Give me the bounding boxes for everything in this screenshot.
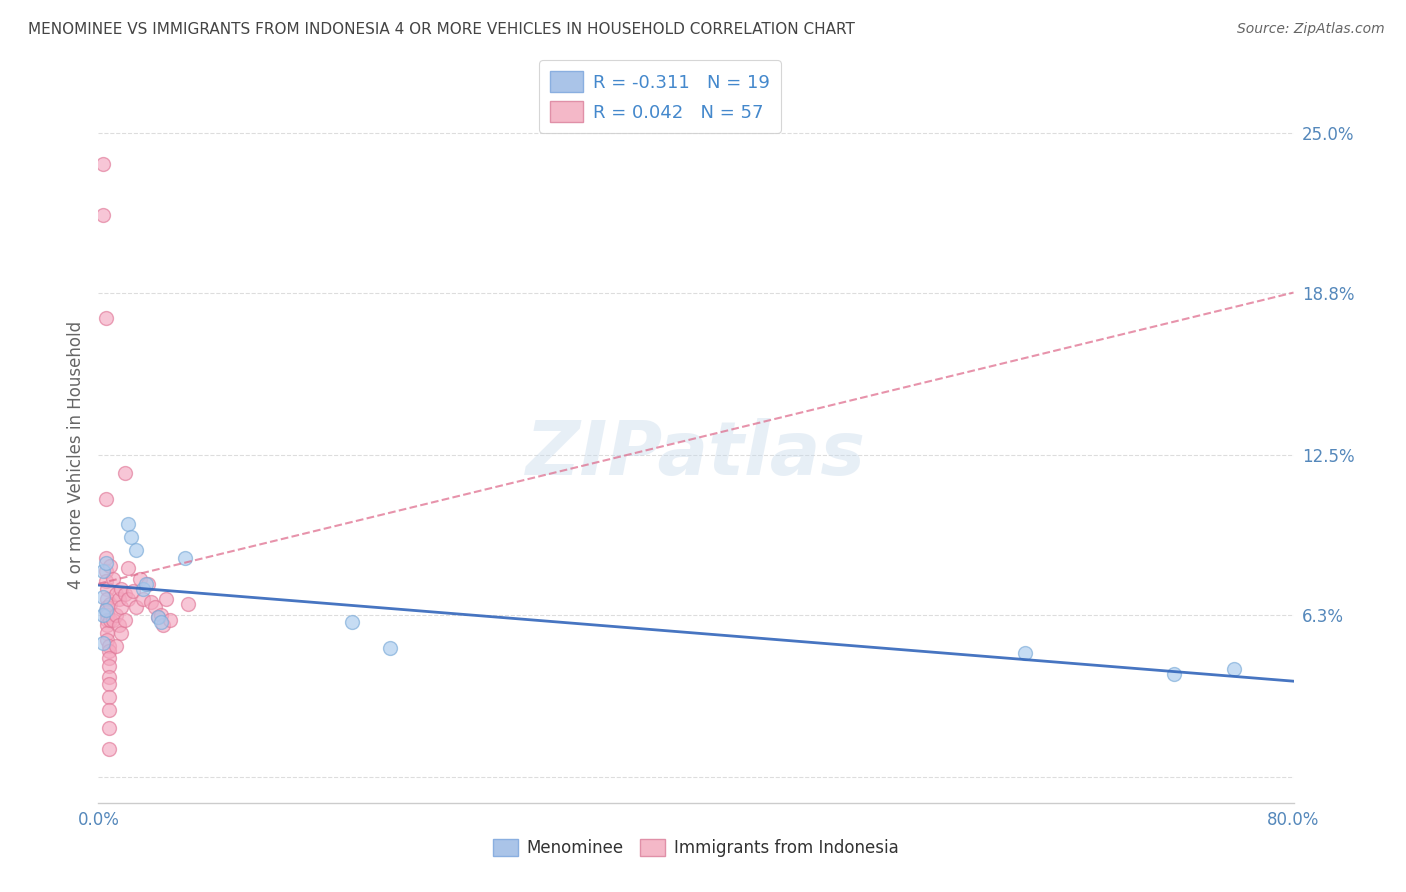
Point [108,592,131,607]
Point [97,703,120,717]
Point [96,582,118,596]
Point [159,613,181,627]
Point [96,592,118,607]
Point [96,633,118,648]
Point [120,530,142,544]
Point [108,618,131,632]
Point [94,311,117,326]
Point [97,721,120,735]
Point [342,615,364,630]
Point [97,677,120,691]
Point [94,551,117,566]
Point [94,556,117,570]
Point [1014,646,1036,660]
Point [91,208,114,222]
Point [91,607,114,622]
Point [97,690,120,705]
Text: ZIPatlas: ZIPatlas [526,418,866,491]
Point [97,644,120,658]
Point [98,598,122,612]
Point [94,564,117,578]
Point [103,613,125,627]
Y-axis label: 4 or more Vehicles in Household: 4 or more Vehicles in Household [66,321,84,589]
Point [98,613,122,627]
Point [103,572,125,586]
Point [139,595,162,609]
Point [125,599,148,614]
Point [152,618,174,632]
Point [105,639,128,653]
Point [96,613,118,627]
Point [105,607,128,622]
Point [150,615,173,630]
Point [96,599,118,614]
Point [177,598,200,612]
Point [97,669,120,683]
Text: Source: ZipAtlas.com: Source: ZipAtlas.com [1237,22,1385,37]
Point [97,651,120,665]
Point [121,584,143,599]
Point [117,517,139,532]
Point [1163,667,1185,681]
Point [97,741,120,756]
Point [98,558,122,573]
Point [105,587,128,601]
Point [129,572,152,586]
Point [96,625,118,640]
Point [97,639,120,653]
Point [114,466,136,480]
Point [132,582,155,596]
Point [91,564,114,578]
Point [150,607,173,622]
Point [136,576,159,591]
Point [1223,662,1246,676]
Point [117,561,139,575]
Point [94,602,117,616]
Point [148,610,170,624]
Point [91,590,114,604]
Point [96,605,118,619]
Point [114,613,136,627]
Point [110,625,132,640]
Point [148,610,170,624]
Point [117,592,139,607]
Point [96,618,118,632]
Point [155,592,177,607]
Point [94,491,117,506]
Legend: Menominee, Immigrants from Indonesia: Menominee, Immigrants from Indonesia [486,832,905,864]
Point [132,592,155,607]
Point [114,587,136,601]
Point [143,599,166,614]
Point [91,157,114,171]
Point [94,574,117,589]
Point [96,607,118,622]
Point [110,582,132,596]
Point [378,641,401,656]
Point [174,551,197,566]
Point [110,599,132,614]
Point [125,543,148,558]
Point [97,659,120,673]
Point [135,576,157,591]
Text: MENOMINEE VS IMMIGRANTS FROM INDONESIA 4 OR MORE VEHICLES IN HOUSEHOLD CORRELATI: MENOMINEE VS IMMIGRANTS FROM INDONESIA 4… [28,22,855,37]
Point [91,636,114,650]
